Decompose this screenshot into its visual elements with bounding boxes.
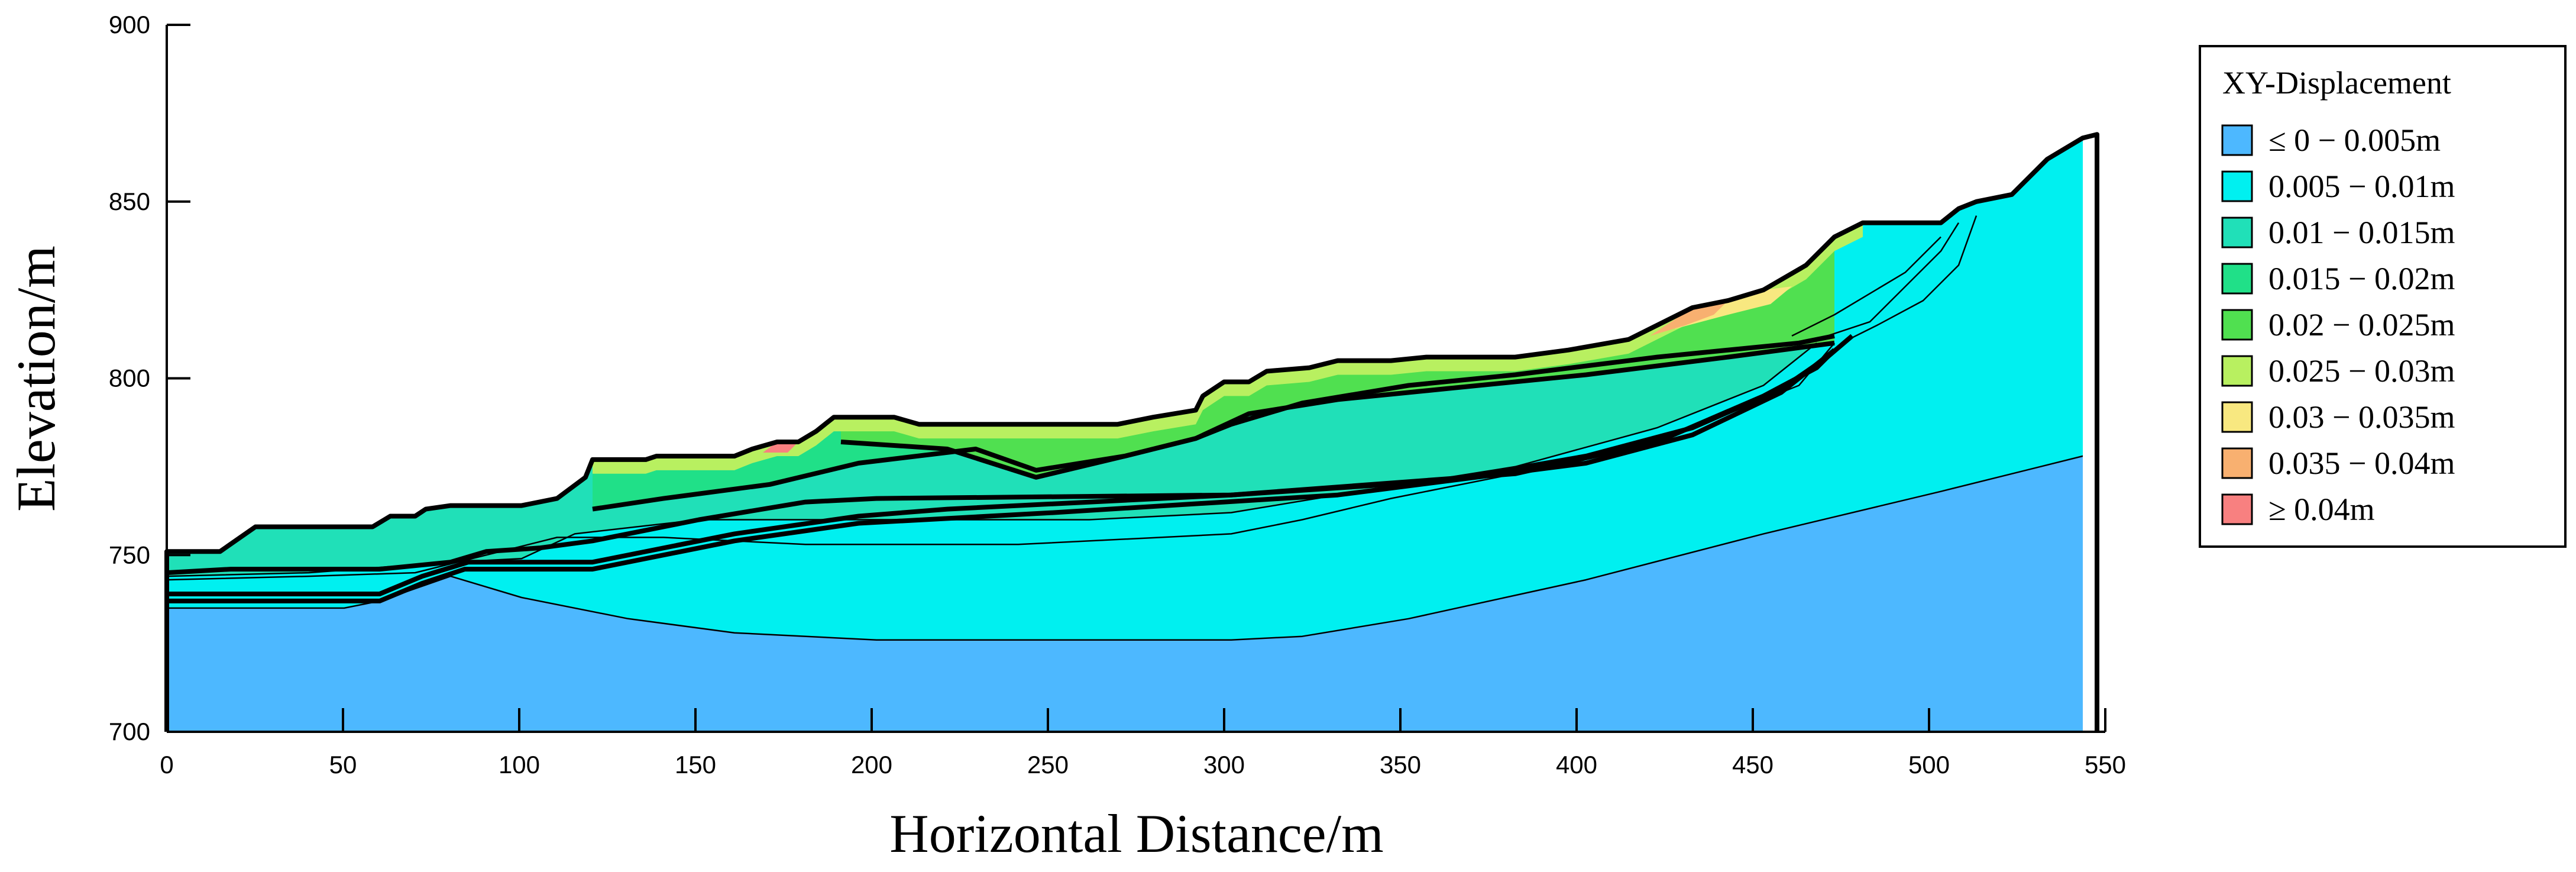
ground-surface-line <box>164 132 2099 732</box>
legend-label-2: 0.005 − 0.01m <box>2268 169 2455 204</box>
x-tick-label-300: 300 <box>1203 751 1245 779</box>
layer-boundary-2 <box>167 334 1854 596</box>
x-tick-label-250: 250 <box>1027 751 1069 779</box>
x-tick-label-50: 50 <box>329 751 357 779</box>
legend-swatch-3 <box>2221 217 2253 248</box>
legend-swatch-5 <box>2221 309 2253 341</box>
legend-label-7: 0.03 − 0.035m <box>2268 399 2455 435</box>
legend-label-4: 0.015 − 0.02m <box>2268 261 2455 296</box>
legend-swatch-9 <box>2221 493 2253 525</box>
y-tick-label-900: 900 <box>109 11 150 38</box>
contour-line-4 <box>1791 236 1941 337</box>
legend-label-3: 0.01 − 0.015m <box>2268 215 2455 250</box>
layer-boundary-3 <box>167 348 1836 603</box>
axes: 0 50 100 150 200 250 300 350 400 450 500 550 700 750… <box>109 11 2126 779</box>
legend-label-1: ≤ 0 − 0.005m <box>2268 122 2441 158</box>
legend-label-5: 0.02 − 0.025m <box>2268 307 2455 343</box>
legend-swatch-1 <box>2221 124 2253 156</box>
legend-label-9: ≥ 0.04m <box>2268 492 2375 527</box>
x-tick-label-200: 200 <box>851 751 892 779</box>
region-class-5 <box>841 237 1834 477</box>
x-tick-label-100: 100 <box>499 751 540 779</box>
x-tick-label-350: 350 <box>1380 751 1421 779</box>
legend-swatch-4 <box>2221 263 2253 295</box>
x-ticks: 0 50 100 150 200 250 300 350 400 450 500 550 <box>160 708 2126 779</box>
contour-line-6 <box>1841 215 1978 344</box>
displacement-regions <box>167 138 2083 732</box>
y-tick-label-700: 700 <box>109 718 150 745</box>
contour-line-2 <box>167 342 1835 581</box>
plot-area <box>167 138 2083 732</box>
legend-label-8: 0.035 − 0.04m <box>2268 445 2455 481</box>
region-class-9 <box>763 442 798 453</box>
x-tick-label-150: 150 <box>675 751 716 779</box>
legend-label-6: 0.025 − 0.03m <box>2268 353 2455 389</box>
x-tick-label-0: 0 <box>160 751 173 779</box>
contour-line-5 <box>1827 222 1960 337</box>
contour-line-3 <box>167 342 1817 577</box>
y-tick-label-800: 800 <box>109 364 150 392</box>
region-class-6 <box>593 222 1863 474</box>
legend-items: ≤ 0 − 0.005m 0.005 − 0.01m 0.01 − 0.015m 0.… <box>2221 122 2455 527</box>
legend-swatch-2 <box>2221 170 2253 202</box>
x-tick-label-450: 450 <box>1732 751 1774 779</box>
legend-swatch-6 <box>2221 355 2253 387</box>
legend-swatch-7 <box>2221 401 2253 433</box>
region-class-8 <box>1650 301 1728 336</box>
legend-title: XY-Displacement <box>2222 65 2451 101</box>
contour-line-1 <box>167 455 2083 641</box>
x-tick-label-500: 500 <box>1908 751 1950 779</box>
contour-lines <box>167 215 2083 641</box>
y-tick-label-850: 850 <box>109 188 150 215</box>
x-axis-title: Horizontal Distance/m <box>889 803 1383 864</box>
legend-box <box>2199 45 2567 548</box>
x-tick-label-550: 550 <box>2085 751 2126 779</box>
x-tick-label-400: 400 <box>1556 751 1597 779</box>
y-tick-label-750: 750 <box>109 541 150 569</box>
legend-swatch-8 <box>2221 447 2253 479</box>
y-ticks: 700 750 800 850 900 <box>109 11 190 745</box>
region-class-3 <box>167 254 1817 577</box>
legend: XY-Displacement ≤ 0 − 0.005m 0.005 − 0.01… <box>2199 45 2567 548</box>
y-axis-title: Elevation/m <box>6 246 66 512</box>
layer-boundary-5 <box>840 340 1835 480</box>
